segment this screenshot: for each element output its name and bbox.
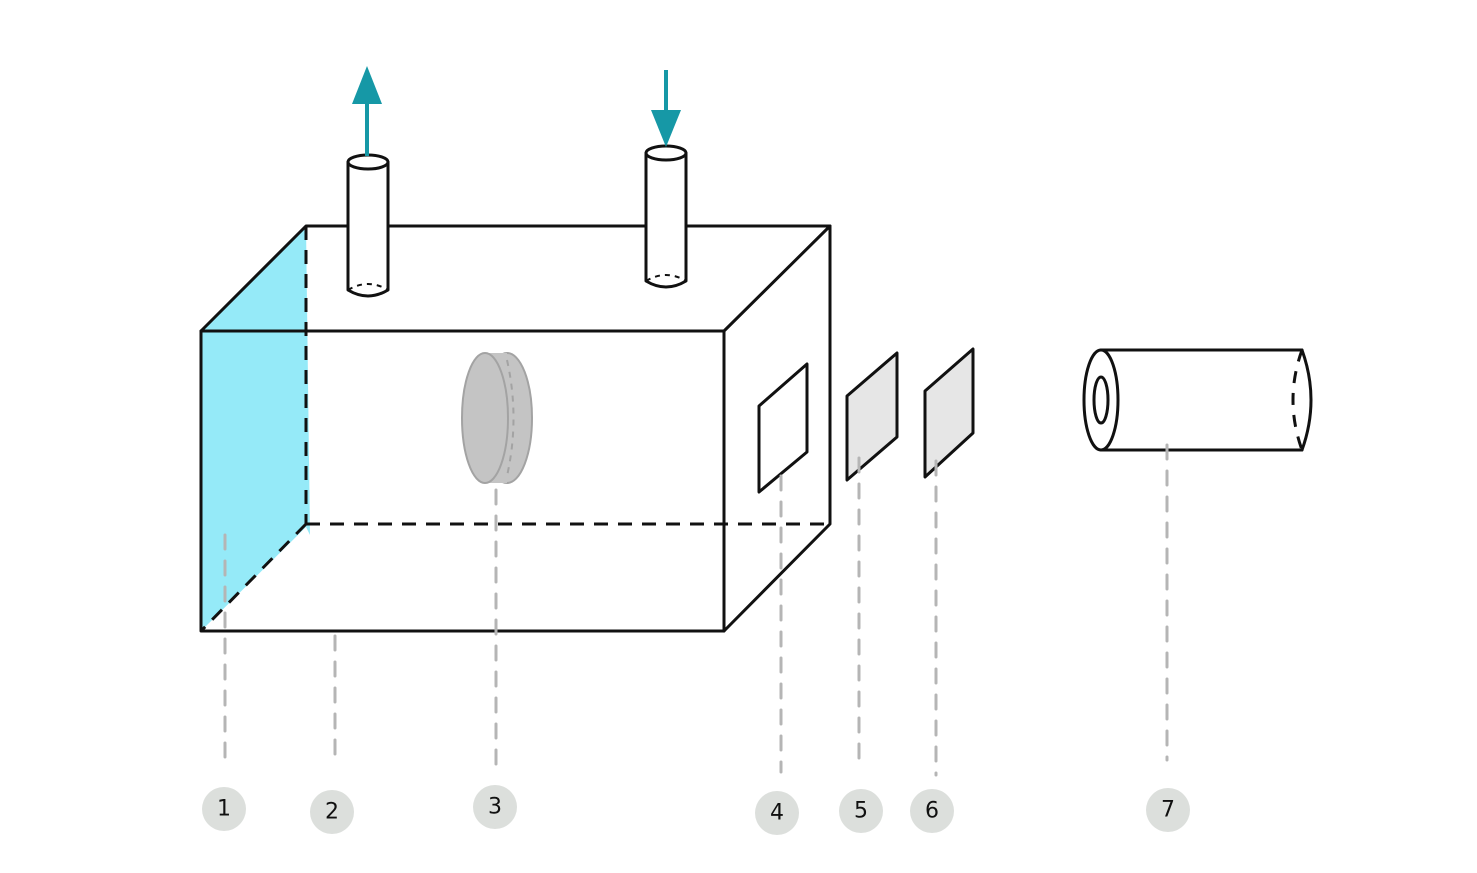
callout-label: 3 bbox=[488, 795, 502, 820]
plate-5 bbox=[845, 351, 899, 482]
callout-5: 5 bbox=[839, 789, 883, 833]
lens-hidden-arc bbox=[506, 359, 515, 477]
water-tank bbox=[199, 224, 832, 633]
water-panel bbox=[201, 226, 310, 631]
tank-top-face bbox=[199, 224, 832, 333]
callout-2: 2 bbox=[310, 790, 354, 834]
outlet-pipe bbox=[346, 153, 390, 298]
callout-6: 6 bbox=[910, 789, 954, 833]
callout-label: 4 bbox=[770, 801, 784, 826]
cylinder-sensor bbox=[1082, 348, 1313, 452]
callout-label: 1 bbox=[217, 797, 231, 822]
hidden-edge-back-diagonal bbox=[199, 522, 308, 633]
tank-window bbox=[757, 362, 809, 494]
callout-label: 7 bbox=[1161, 798, 1175, 823]
callout-4: 4 bbox=[755, 791, 799, 835]
callout-label: 5 bbox=[854, 799, 868, 824]
callout-1: 1 bbox=[202, 787, 246, 831]
callout-3: 3 bbox=[473, 785, 517, 829]
plate-6 bbox=[923, 347, 975, 479]
callout-7: 7 bbox=[1146, 788, 1190, 832]
arrow-down-icon bbox=[651, 70, 681, 147]
tank-right-face bbox=[722, 224, 832, 633]
callout-label: 6 bbox=[925, 799, 939, 824]
lens-front-face bbox=[461, 352, 509, 484]
lens bbox=[461, 352, 533, 484]
arrow-up-icon bbox=[352, 66, 382, 156]
inlet-pipe bbox=[644, 144, 688, 289]
callout-label: 2 bbox=[325, 800, 339, 825]
